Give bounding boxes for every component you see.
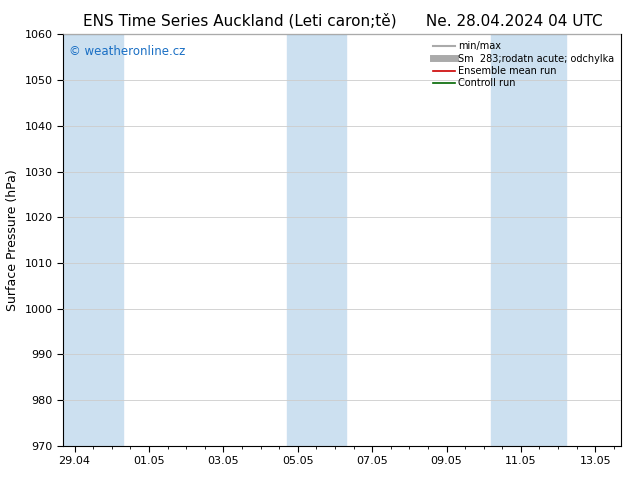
Y-axis label: Surface Pressure (hPa): Surface Pressure (hPa) [6,169,19,311]
Bar [491,34,566,446]
Title: ENS Time Series Auckland (Leti caron;tě)      Ne. 28.04.2024 04 UTC: ENS Time Series Auckland (Leti caron;tě)… [82,13,602,29]
Text: © weatheronline.cz: © weatheronline.cz [69,45,185,58]
Bar [287,34,346,446]
Bar [63,34,123,446]
Legend: min/max, Sm  283;rodatn acute; odchylka, Ensemble mean run, Controll run: min/max, Sm 283;rodatn acute; odchylka, … [431,39,616,90]
